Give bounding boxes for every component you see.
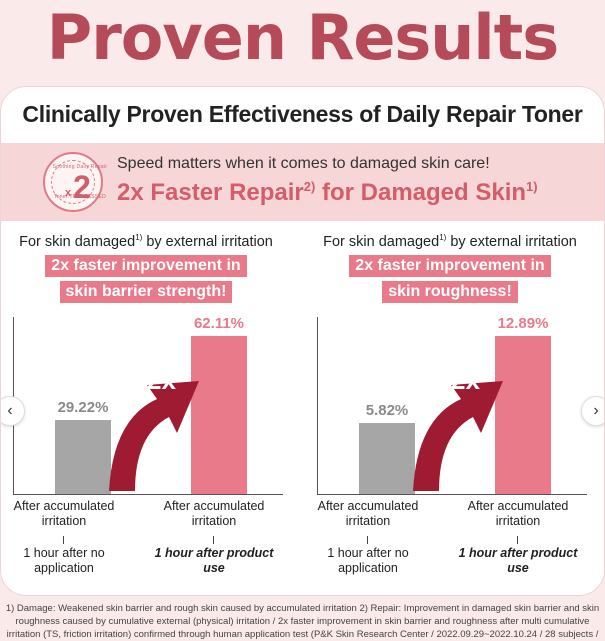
x-label-after: After accumulated irritation [163,499,265,528]
results-card: Clinically Proven Effectiveness of Daily… [0,86,605,596]
condition-before: 1 hour after no application [327,546,409,575]
panel-heading: For skin damaged1) by external irritatio… [305,233,595,250]
highlight-line-2: skin roughness! [305,281,595,303]
x-axis [317,494,587,495]
prev-arrow-button[interactable]: ‹ [1,396,25,426]
badge-prefix: x [65,187,72,199]
panel-heading-text-b: by external irritation [446,233,577,250]
bar-after [495,336,551,494]
highlight-line-1: 2x faster improvement in [1,255,291,277]
bar-chart: 2x 29.22% 62.11% [13,315,283,495]
value-label-after: 62.11% [193,315,245,332]
bar-chart: 2x 5.82% 12.89% [317,315,587,495]
condition-after: 1 hour after product use [154,546,274,575]
up-arrow-icon: 2x [413,365,503,491]
tick-mark [63,536,64,544]
tick-mark [517,536,518,544]
badge-dashed-ring: Soothing Daily Repair x 2 Toner TIME PAS… [51,160,107,205]
value-label-before: 5.82% [365,402,409,419]
condition-after: 1 hour after product use [458,546,578,575]
badge-ring-text-bottom: Toner TIME PASSED [53,194,107,200]
condition-before: 1 hour after no application [23,546,105,575]
highlight-text-2: skin roughness! [382,281,518,303]
next-arrow-button[interactable]: › [581,396,604,426]
value-label-after: 12.89% [497,315,549,332]
panel-heading-text-b: by external irritation [142,233,273,250]
2x-badge-icon: Soothing Daily Repair x 2 Toner TIME PAS… [43,152,107,212]
arrow-label: 2x [451,365,480,395]
panel-heading: For skin damaged1) by external irritatio… [1,233,291,250]
bar-before [55,420,111,494]
bar-before [359,423,415,494]
highlight-text-1: 2x faster improvement in [45,255,247,277]
band-subheadline: Speed matters when it comes to damaged s… [117,155,490,172]
panel-heading-text: For skin damaged [19,233,136,250]
panel-heading-sup: 1) [135,233,143,242]
panel-skin-barrier: For skin damaged1) by external irritatio… [1,233,291,575]
headline-band: Soothing Daily Repair x 2 Toner TIME PAS… [1,143,604,221]
tick-mark [213,536,214,544]
x-label-before: After accumulated irritation [13,499,115,528]
value-label-before: 29.22% [57,399,109,416]
hero-title: Proven Results [46,1,559,74]
highlight-text-2: skin barrier strength! [59,281,233,303]
x-axis [13,494,283,495]
panel-heading-sup: 1) [439,233,447,242]
y-axis [317,317,318,495]
highlight-line-2: skin barrier strength! [1,281,291,303]
band-headline: 2x Faster Repair2) for Damaged Skin1) [117,179,538,207]
headline-part-a: 2x Faster Repair [117,179,304,206]
headline-sup-a: 2) [303,179,316,194]
highlight-text-1: 2x faster improvement in [349,255,551,277]
panel-heading-text: For skin damaged [323,233,440,250]
arrow-label: 2x [147,365,176,395]
bar-after [191,336,247,494]
footnote: 1) Damage: Weakened skin barrier and rou… [5,603,600,640]
highlight-line-1: 2x faster improvement in [305,255,595,277]
badge-ring-text-top: Soothing Daily Repair [52,164,108,170]
panel-skin-roughness: For skin damaged1) by external irritatio… [305,233,595,575]
card-title: Clinically Proven Effectiveness of Daily… [22,101,583,127]
tick-mark [367,536,368,544]
headline-part-b: for Damaged Skin [315,179,527,206]
badge-number: 2 [73,169,91,205]
headline-sup-b: 1) [526,179,538,194]
x-label-after: After accumulated irritation [467,499,569,528]
up-arrow-icon: 2x [109,365,199,491]
x-label-before: After accumulated irritation [317,499,419,528]
